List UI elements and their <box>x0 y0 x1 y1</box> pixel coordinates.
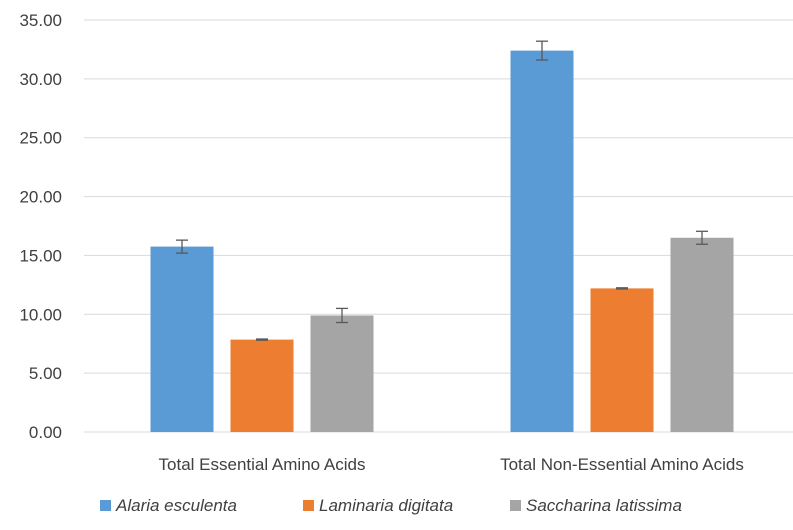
bar-alaria-esculenta-0 <box>150 246 214 432</box>
legend-label: Alaria esculenta <box>115 496 237 515</box>
error-bars <box>176 40 708 341</box>
y-tick-label: 15.00 <box>19 246 62 265</box>
error-bar-saccharina-latissima-0 <box>336 307 348 324</box>
y-tick-label: 10.00 <box>19 305 62 324</box>
legend-item-saccharina-latissima: Saccharina latissima <box>510 496 682 515</box>
y-axis-ticks: 0.00 5.00 10.00 15.00 20.00 25.00 30.00 35.00 <box>19 11 62 442</box>
legend-swatch <box>510 500 521 511</box>
y-tick-label: 20.00 <box>19 188 62 207</box>
y-tick-label: 0.00 <box>29 423 62 442</box>
error-bar-alaria-esculenta-1 <box>536 40 548 61</box>
x-axis-categories: Total Essential Amino Acids Total Non-Ess… <box>159 455 744 474</box>
error-bar-laminaria-digitata-1 <box>616 287 628 290</box>
y-tick-label: 25.00 <box>19 129 62 148</box>
bar-laminaria-digitata-0 <box>230 339 294 432</box>
legend-swatch <box>100 500 111 511</box>
error-bar-laminaria-digitata-0 <box>256 338 268 341</box>
y-tick-label: 30.00 <box>19 70 62 89</box>
y-tick-label: 35.00 <box>19 11 62 30</box>
bar-saccharina-latissima-0 <box>310 315 374 432</box>
legend-label: Saccharina latissima <box>526 496 682 515</box>
bar-alaria-esculenta-1 <box>510 50 574 432</box>
legend-swatch <box>303 500 314 511</box>
legend: Alaria esculenta Laminaria digitata Saccha… <box>100 496 682 515</box>
bars <box>150 50 734 432</box>
error-bar-alaria-esculenta-0 <box>176 239 188 254</box>
bar-laminaria-digitata-1 <box>590 288 654 432</box>
error-bar-saccharina-latissima-1 <box>696 230 708 245</box>
legend-item-alaria-esculenta: Alaria esculenta <box>100 496 237 515</box>
x-category-label: Total Essential Amino Acids <box>159 455 366 474</box>
x-category-label: Total Non-Essential Amino Acids <box>500 455 744 474</box>
legend-label: Laminaria digitata <box>319 496 453 515</box>
y-tick-label: 5.00 <box>29 364 62 383</box>
legend-item-laminaria-digitata: Laminaria digitata <box>303 496 453 515</box>
bar-saccharina-latissima-1 <box>670 237 734 432</box>
